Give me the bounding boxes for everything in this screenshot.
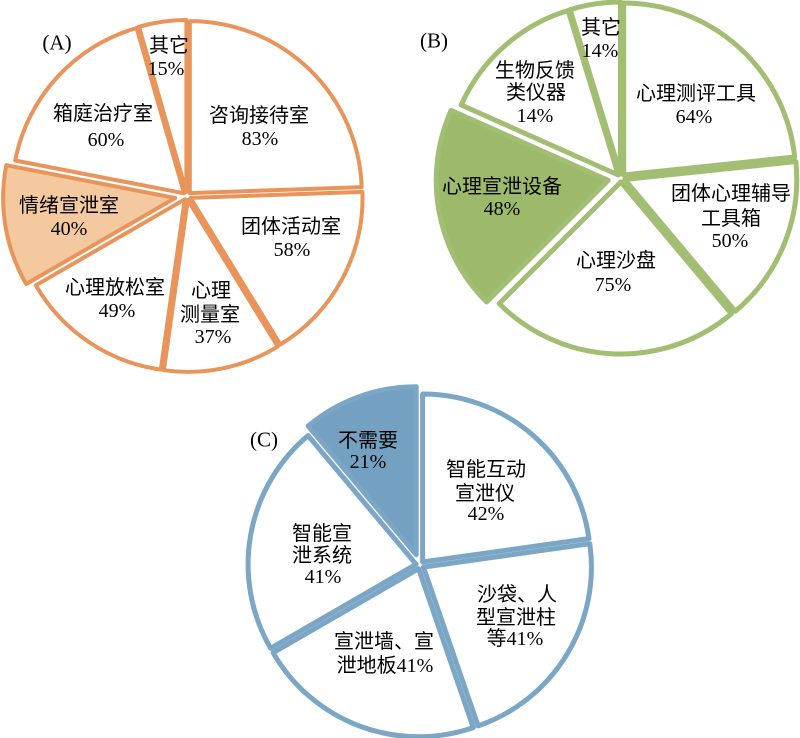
panel-label-a: (A) (42, 30, 72, 55)
slice-label-2-1-1: 型宣泄柱 (476, 607, 556, 629)
slice-label-0-4-0: 情绪宣泄室 (19, 195, 119, 217)
pie-slice-1-5 (567, 0, 623, 177)
slice-label-0-2-0: 心理 (191, 280, 231, 302)
pie-slice-1-0 (621, 0, 798, 178)
slice-label-0-1-0: 团体活动室 (241, 216, 341, 238)
slice-label-0-3-1: 49% (98, 300, 136, 322)
slice-label-2-3-1: 泄系统 (292, 545, 352, 567)
pie-slice-1-1 (622, 159, 800, 314)
pie-slice-2-0 (420, 391, 592, 565)
slice-label-2-4-0: 不需要 (338, 430, 398, 452)
slice-label-2-0-0: 智能互动 (446, 459, 526, 481)
pie-slice-1-3 (433, 107, 611, 305)
slice-label-1-0-1: 64% (675, 106, 713, 128)
panel-label-c: (C) (250, 427, 278, 452)
slice-label-1-4-1: 类仪器 (506, 82, 566, 104)
pie-slice-2-4 (305, 384, 419, 558)
slice-label-1-3-1: 48% (483, 198, 521, 220)
pie-slice-0-4 (1, 163, 178, 286)
slice-label-1-2-0: 心理沙盘 (576, 250, 656, 272)
slice-label-0-5-0: 箱庭治疗室 (53, 103, 153, 125)
slice-label-0-0-1: 83% (241, 128, 279, 150)
slice-label-1-4-0: 生物反馈 (495, 60, 575, 82)
pie-slice-0-1 (188, 189, 365, 347)
slice-label-1-3-0: 心理宣泄设备 (442, 176, 562, 198)
slice-label-2-1-0: 沙袋、人 (477, 584, 557, 606)
slice-label-1-1-2: 50% (711, 230, 749, 252)
pie-slice-2-3 (245, 433, 419, 651)
slice-label-0-3-0: 心理放松室 (65, 277, 165, 299)
slice-label-2-1-2: 等41% (486, 628, 544, 650)
slice-label-0-1-1: 58% (273, 239, 311, 261)
slice-label-2-4-1: 21% (349, 451, 387, 473)
slice-label-2-0-1: 宣泄仪 (455, 483, 515, 505)
slice-label-0-6-0: 其它 (149, 35, 189, 57)
slice-label-2-3-2: 41% (304, 566, 342, 588)
pie-slice-1-4 (458, 8, 621, 178)
pie-slice-0-6 (137, 18, 189, 194)
slice-label-0-4-1: 40% (50, 218, 88, 240)
slice-label-1-0-0: 心理测评工具 (636, 83, 756, 105)
slice-label-0-2-2: 37% (194, 326, 232, 348)
pie-slice-0-5 (13, 26, 187, 196)
slice-label-0-5-1: 60% (87, 129, 125, 151)
slice-label-1-2-1: 75% (594, 274, 632, 296)
pie-slice-0-2 (161, 197, 280, 374)
slice-label-2-2-1: 泄地板41% (336, 655, 434, 677)
slice-label-0-2-1: 测量室 (180, 304, 240, 326)
panel-label-b: (B) (420, 28, 448, 53)
slice-label-1-1-1: 工具箱 (701, 208, 761, 230)
slice-label-2-2-0: 宣泄墙、宣 (334, 631, 434, 653)
slice-label-2-3-0: 智能宣 (292, 523, 352, 545)
slice-label-0-6-1: 15% (147, 58, 185, 80)
slice-label-1-1-0: 团体心理辅导 (671, 183, 791, 205)
slice-label-0-0-0: 咨询接待室 (209, 105, 309, 127)
slice-label-1-5-1: 14% (581, 40, 619, 62)
pie-slice-1-2 (496, 179, 734, 357)
pie-slice-0-0 (187, 19, 364, 196)
slice-label-1-4-2: 14% (516, 105, 554, 127)
pie-slice-2-1 (420, 541, 594, 729)
pie-slice-2-2 (270, 566, 476, 738)
slice-label-1-5-0: 其它 (581, 17, 621, 39)
pie-slice-0-3 (33, 197, 187, 372)
slice-label-2-0-2: 42% (467, 503, 505, 525)
